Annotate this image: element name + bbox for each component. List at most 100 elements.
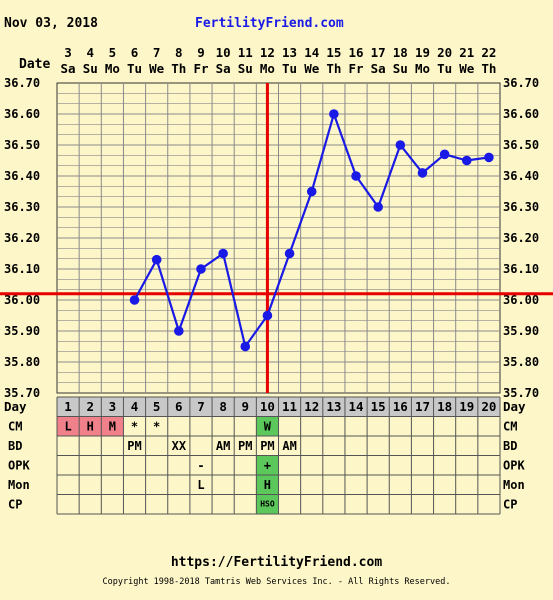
cycle-day-label: 6	[175, 399, 183, 414]
marker-cell-green	[256, 416, 279, 436]
table-cell-value: -	[197, 459, 204, 473]
temperature-point	[484, 152, 494, 163]
cm-period-cell	[101, 416, 124, 436]
footer-copyright: Copyright 1998-2018 Tamtris Web Services…	[102, 577, 451, 587]
table-cell-value: +	[264, 459, 271, 473]
weekday-label: Tu	[282, 61, 297, 76]
date-label: 11	[238, 45, 253, 60]
table-cell-value: L	[197, 478, 204, 492]
table-cell-value: PM	[238, 439, 252, 453]
weekday-label: Sa	[61, 61, 76, 76]
date-label: 16	[348, 45, 363, 60]
date-label: 17	[371, 45, 386, 60]
y-tick-left: 36.40	[4, 169, 40, 183]
date-label: 20	[437, 45, 452, 60]
temperature-point	[461, 155, 472, 166]
row-label-right: OPK	[503, 459, 525, 473]
y-tick-right: 35.90	[503, 324, 539, 338]
date-label: 15	[326, 45, 341, 60]
site-name[interactable]: FertilityFriend.com	[195, 16, 344, 31]
weekday-label: Su	[238, 61, 253, 76]
table-cell-value: L	[64, 420, 71, 434]
y-tick-left: 36.70	[4, 76, 40, 90]
temperature-point	[417, 168, 428, 178]
table-cell-value: PM	[260, 439, 274, 453]
row-label-left: OPK	[8, 459, 30, 473]
row-label-left: CM	[8, 420, 22, 434]
cm-period-cell	[79, 416, 102, 436]
temperature-point	[395, 140, 406, 150]
cycle-day-label: 2	[86, 399, 94, 414]
temperature-line	[133, 110, 490, 350]
table-cell-value: XX	[172, 439, 187, 453]
y-tick-right: 36.60	[503, 107, 539, 121]
cycle-day-label: 16	[393, 399, 408, 414]
date-row-label: Date	[19, 57, 50, 72]
weekday-label: Tu	[127, 61, 142, 76]
y-tick-left: 36.00	[4, 293, 40, 307]
y-tick-right: 36.10	[503, 262, 539, 276]
table-cell-value: HSO	[260, 500, 275, 509]
cycle-day-label: 8	[219, 399, 227, 414]
cycle-day-label: 20	[481, 399, 496, 414]
marker-cell-green	[256, 475, 279, 495]
weekday-label: We	[459, 61, 475, 76]
cycle-day-label: 13	[326, 399, 341, 414]
cycle-day-label: 15	[371, 399, 386, 414]
table-cell-value: M	[109, 420, 116, 434]
table-cell-value: AM	[282, 439, 296, 453]
row-label-left: BD	[8, 439, 22, 453]
weekday-label: Su	[83, 61, 98, 76]
date-label: 7	[153, 45, 161, 60]
temperature-point	[129, 295, 140, 305]
table-cell-value: AM	[216, 439, 230, 453]
y-tick-left: 35.80	[4, 355, 40, 369]
day-row-label-left: Day	[4, 399, 27, 414]
temperature-series	[129, 109, 494, 352]
cycle-day-label: 17	[415, 399, 430, 414]
weekday-label: Tu	[437, 61, 452, 76]
temperature-point	[262, 310, 273, 321]
row-label-right: CP	[503, 498, 517, 512]
cycle-day-label: 1	[64, 399, 72, 414]
temperature-point	[329, 109, 339, 119]
date-label: 5	[109, 45, 117, 60]
table-cell-value: *	[131, 420, 138, 434]
y-tick-left: 36.60	[4, 107, 40, 121]
y-tick-left: 36.10	[4, 262, 40, 276]
date-label: 10	[216, 45, 231, 60]
cycle-day-label: 19	[459, 399, 474, 414]
cm-period-cell	[57, 416, 80, 436]
table-cell-value: W	[264, 420, 272, 434]
weekday-label: Th	[171, 61, 186, 76]
temperature-point	[351, 171, 361, 181]
reference-lines	[0, 83, 553, 393]
y-tick-left: 35.90	[4, 324, 40, 338]
weekday-label: Su	[393, 61, 408, 76]
date-label: 9	[197, 45, 205, 60]
date-label: 3	[64, 45, 72, 60]
footer-url[interactable]: https://FertilityFriend.com	[170, 555, 383, 570]
temperature-point	[284, 248, 295, 259]
date-label: 12	[260, 45, 275, 60]
weekday-label: Sa	[371, 61, 386, 76]
temperature-point	[439, 149, 450, 160]
temperature-point	[174, 326, 184, 336]
cycle-day-label: 12	[304, 399, 319, 414]
weekday-label: Sa	[216, 61, 231, 76]
cycle-day-label: 18	[437, 399, 452, 414]
y-tick-left: 36.50	[4, 138, 40, 152]
row-label-right: CM	[503, 420, 517, 434]
y-tick-right: 35.80	[503, 355, 539, 369]
cycle-day-label: 7	[197, 399, 205, 414]
weekday-label: Th	[326, 61, 341, 76]
date-label: 22	[481, 45, 496, 60]
date-label: 18	[393, 45, 408, 60]
weekday-label: We	[304, 61, 320, 76]
y-tick-right: 36.50	[503, 138, 539, 152]
cycle-day-label: 5	[153, 399, 161, 414]
weekday-label: Fr	[193, 61, 209, 76]
date-label: 4	[86, 45, 94, 60]
